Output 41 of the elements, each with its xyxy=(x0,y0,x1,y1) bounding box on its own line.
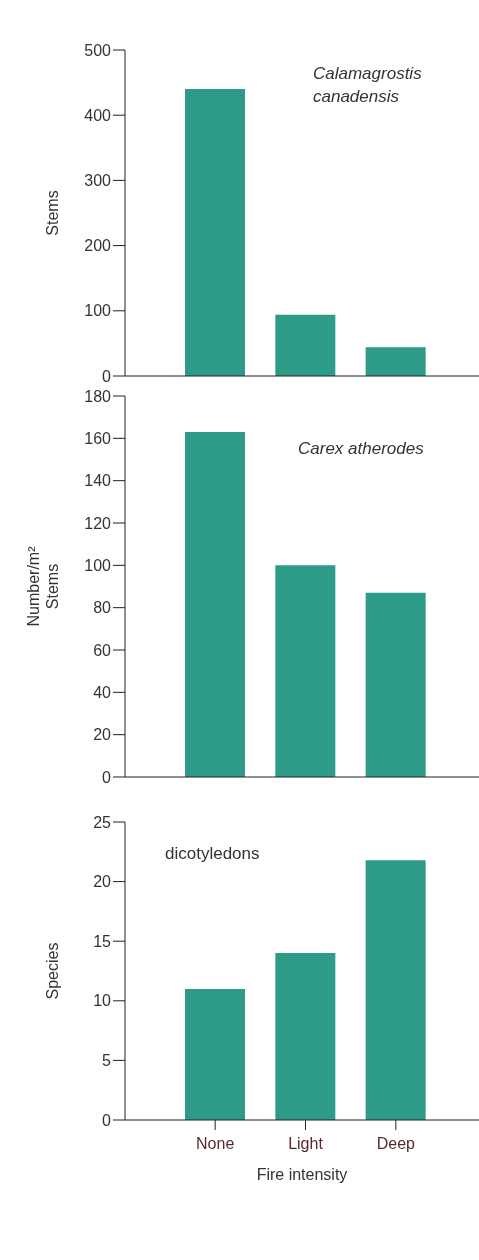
y-axis-title: Stems xyxy=(44,190,61,236)
bar xyxy=(185,89,245,376)
y-tick-label: 10 xyxy=(93,992,112,1010)
bar xyxy=(365,860,426,1120)
y-tick-label: 140 xyxy=(84,472,112,490)
y-tick-label: 300 xyxy=(84,172,112,190)
annotation: Calamagrostis canadensis xyxy=(313,63,422,108)
y-tick-label: 5 xyxy=(102,1052,112,1070)
y-tick-label: 100 xyxy=(84,302,112,320)
y-tick-label: 40 xyxy=(93,684,112,702)
x-tick-label: Deep xyxy=(376,1135,416,1153)
y-axis-title: Number/m² Stems xyxy=(25,545,61,627)
y-tick-label: 0 xyxy=(102,768,112,786)
y-tick-label: 200 xyxy=(84,237,112,255)
x-tick-label: Light xyxy=(288,1135,324,1153)
bar xyxy=(185,988,245,1120)
y-tick-label: 60 xyxy=(93,641,112,659)
y-tick-label: 0 xyxy=(102,1111,112,1129)
y-tick-label: 0 xyxy=(102,367,112,385)
y-axis-title: Species xyxy=(44,942,61,1000)
x-axis-title: Fire intensity xyxy=(256,1166,348,1183)
annotation: Carex atherodes xyxy=(298,438,424,460)
x-tick-label: None xyxy=(196,1135,235,1153)
bar xyxy=(365,347,426,376)
y-tick-label: 180 xyxy=(84,387,112,405)
bar xyxy=(275,565,336,777)
y-tick-label: 25 xyxy=(93,813,112,831)
bar xyxy=(275,314,336,376)
bar xyxy=(275,953,336,1120)
y-tick-label: 120 xyxy=(84,514,112,532)
y-tick-label: 80 xyxy=(93,599,112,617)
annotation: dicotyledons xyxy=(165,843,260,865)
y-tick-label: 400 xyxy=(84,106,112,124)
bar xyxy=(365,592,426,777)
bar xyxy=(185,431,245,777)
y-tick-label: 160 xyxy=(84,430,112,448)
y-tick-label: 500 xyxy=(84,41,112,59)
y-tick-label: 15 xyxy=(93,932,112,950)
y-tick-label: 20 xyxy=(93,873,112,891)
y-tick-label: 20 xyxy=(93,726,112,744)
y-tick-label: 100 xyxy=(84,557,112,575)
